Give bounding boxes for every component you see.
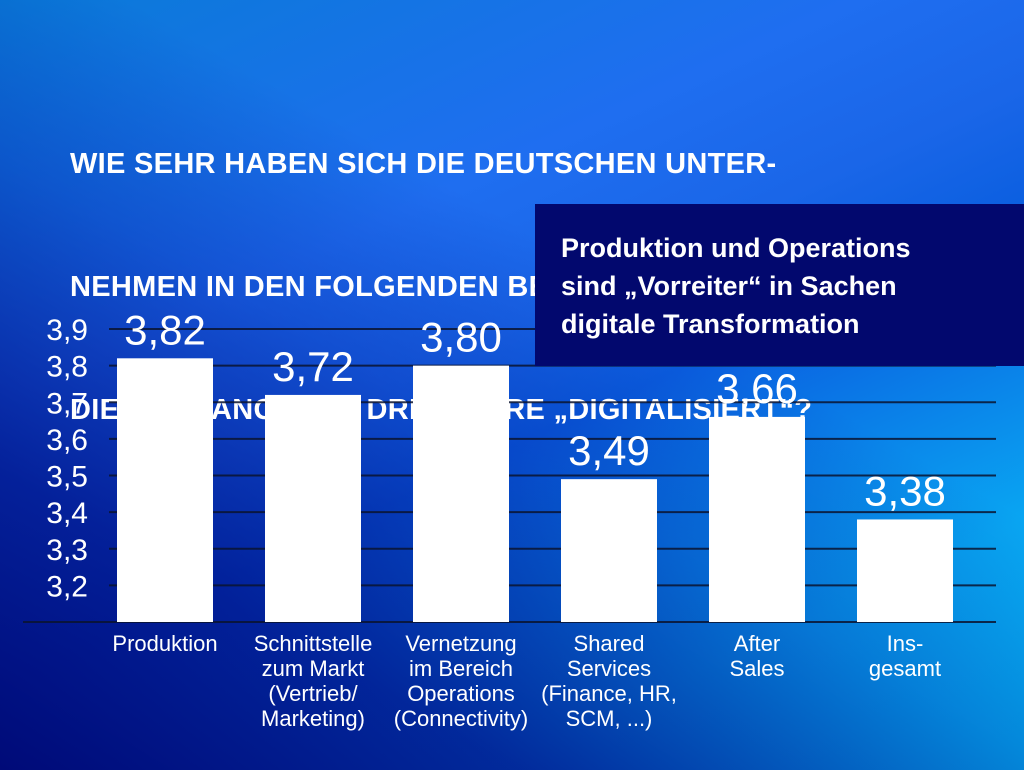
y-tick-label: 3,7 xyxy=(46,387,88,420)
category-label: After Sales xyxy=(729,631,784,681)
bar xyxy=(857,519,953,622)
category-label-line: Vernetzung xyxy=(405,631,516,656)
category-label: Produktion xyxy=(112,631,217,656)
category-label-line: Marketing) xyxy=(261,706,365,731)
y-tick-label: 3,3 xyxy=(46,534,88,567)
category-label-line: (Vertrieb/ xyxy=(268,681,358,706)
callout-line: sind „Vorreiter“ in Sachen xyxy=(561,271,897,301)
category-label-line: im Bereich xyxy=(409,656,513,681)
y-tick-label: 3,8 xyxy=(46,351,88,384)
callout-line: digitale Transformation xyxy=(561,309,860,339)
value-label: 3,72 xyxy=(272,343,354,390)
category-label-line: SCM, ...) xyxy=(566,706,653,731)
category-label: Shared Services (Finance, HR, SCM, ...) xyxy=(541,631,677,731)
y-axis-ticks: 3,23,3 3,43,5 3,6 3,73,8 3,9 xyxy=(46,314,88,603)
category-label-line: (Connectivity) xyxy=(394,706,528,731)
y-tick-label: 3,6 xyxy=(46,424,88,457)
category-label-line: Shared xyxy=(574,631,645,656)
bars xyxy=(117,358,953,622)
value-labels: 3,82 3,72 3,80 3,49 3,66 3,38 xyxy=(124,306,946,514)
category-label-line: gesamt xyxy=(869,656,941,681)
category-label-line: Produktion xyxy=(112,631,217,656)
bar xyxy=(265,394,361,622)
bar xyxy=(117,358,213,622)
category-label-line: Sales xyxy=(729,656,784,681)
category-label-line: Services xyxy=(567,656,651,681)
y-tick-label: 3,2 xyxy=(46,570,88,603)
bar xyxy=(709,416,805,622)
category-label-line: After xyxy=(734,631,780,656)
title-line: WIE SEHR HABEN SICH DIE DEUTSCHEN UNTER- xyxy=(70,148,777,180)
value-label: 3,82 xyxy=(124,306,206,353)
bar xyxy=(413,365,509,622)
callout-box: Produktion und Operations sind „Vorreite… xyxy=(535,204,1024,366)
category-label-line: zum Markt xyxy=(262,656,365,681)
value-label: 3,80 xyxy=(420,314,502,361)
value-label: 3,38 xyxy=(864,467,946,514)
category-label-line: Operations xyxy=(407,681,515,706)
category-label-line: Ins- xyxy=(887,631,924,656)
y-tick-label: 3,5 xyxy=(46,461,88,494)
category-label-line: (Finance, HR, xyxy=(541,681,677,706)
category-labels: Produktion Schnittstelle zum Markt (Vertrie… xyxy=(112,631,941,731)
category-label-line: Schnittstelle xyxy=(254,631,373,656)
value-label: 3,49 xyxy=(568,427,650,474)
callout-line: Produktion und Operations xyxy=(561,233,911,263)
value-label: 3,66 xyxy=(716,365,798,412)
y-tick-label: 3,9 xyxy=(46,314,88,347)
y-tick-label: 3,4 xyxy=(46,497,88,530)
category-label: Vernetzung im Bereich Operations (Connectiv… xyxy=(394,631,528,731)
category-label: Schnittstelle zum Markt (Vertrieb/Marketin… xyxy=(254,631,373,731)
bar xyxy=(561,479,657,622)
category-label: Ins-gesamt xyxy=(869,631,941,681)
